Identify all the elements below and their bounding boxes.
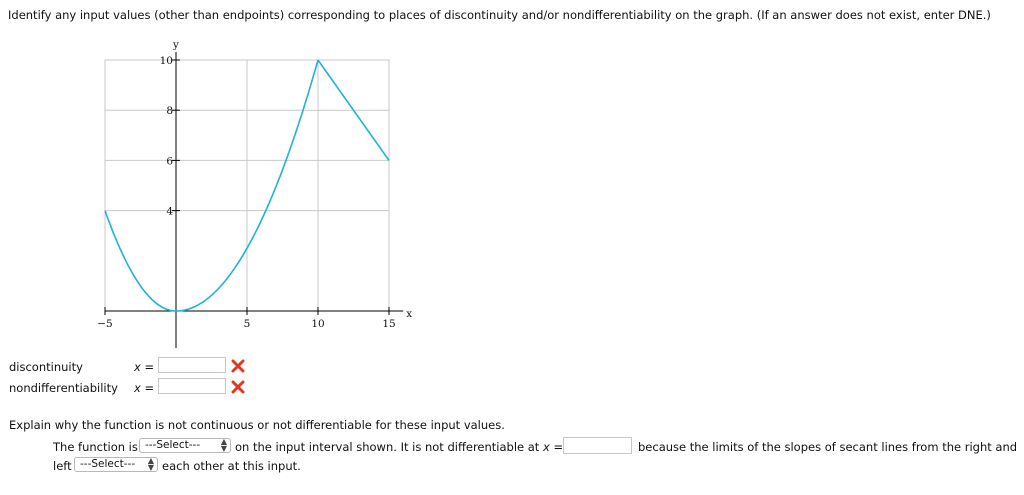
curve-line [317,59,390,161]
discontinuity-input[interactable] [158,357,226,373]
question-text: Identify any input values (other than en… [8,8,991,22]
x-tick-label: −5 [97,318,112,330]
discontinuity-label: discontinuity [9,360,83,374]
curve-parabola [104,59,319,312]
sentence-mid: on the input interval shown. It is not d… [235,440,564,454]
explain-prompt: Explain why the function is not continuo… [9,418,505,432]
nondifferentiability-label: nondifferentiability [9,381,118,395]
select-value: ---Select--- [145,439,201,451]
function-graph: −5 5 10 15 4 6 8 10 x y [97,39,412,348]
sentence-start: The function is [53,440,138,454]
continuity-select[interactable]: ---Select--- ▲ ▼ [139,438,231,453]
x-tick-label: 5 [244,318,251,330]
y-axis-label: y [172,39,179,51]
wrong-icon [231,380,245,394]
nondiff-x-input[interactable] [563,437,632,454]
x-axis-label: x [406,308,412,320]
y-tick-label: 6 [166,155,173,167]
line3-end: each other at this input. [162,459,301,473]
y-tick-label: 10 [160,55,173,67]
discontinuity-eq: x = [134,360,155,374]
nondifferentiability-eq: x = [134,381,155,395]
x-tick-label: 10 [311,318,324,330]
select-arrows-icon: ▲ ▼ [220,437,227,453]
select-value: ---Select--- [80,458,136,470]
nondifferentiability-input[interactable] [158,378,226,394]
y-tick-label: 8 [166,105,173,117]
line3-start: left [53,459,72,473]
y-tick-label: 4 [166,206,173,218]
x-tick-label: 15 [382,318,395,330]
sentence-after-field: because the limits of the slopes of seca… [638,440,1018,454]
wrong-icon [231,359,245,373]
limits-select[interactable]: ---Select--- ▲ ▼ [74,457,158,472]
select-arrows-icon: ▲ ▼ [147,456,154,472]
